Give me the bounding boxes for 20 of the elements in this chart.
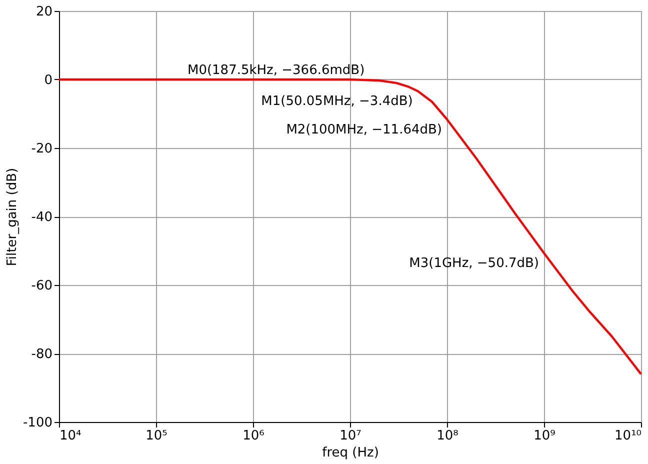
annotation: M0(187.5kHz, −366.6mdB) [187,62,365,78]
x-tick-label: 10⁹ [534,428,556,444]
y-axis-title: Filter_gain (dB) [4,168,20,266]
y-tick-label: -20 [31,142,52,156]
x-tick-label: 10⁶ [242,428,264,444]
x-tick-label: 10⁴ [60,428,82,444]
x-tick-label: 10⁷ [340,428,362,444]
x-axis-title: freq (Hz) [322,446,379,460]
y-tick-label: 20 [36,4,52,20]
y-tick-label: -80 [31,347,52,362]
x-tick-label: 10¹⁰ [614,428,642,444]
y-tick-label: -40 [31,210,52,225]
x-tick-label: 10⁸ [436,428,458,444]
x-tick-label: 10⁵ [146,428,168,444]
annotation: M2(100MHz, −11.64dB) [286,122,442,138]
annotation: M1(50.05MHz, −3.4dB) [261,94,413,110]
y-tick-label: -60 [31,278,52,294]
y-tick-label: -100 [22,416,52,430]
annotation: M3(1GHz, −50.7dB) [409,256,539,272]
y-tick-label: 0 [44,73,52,88]
